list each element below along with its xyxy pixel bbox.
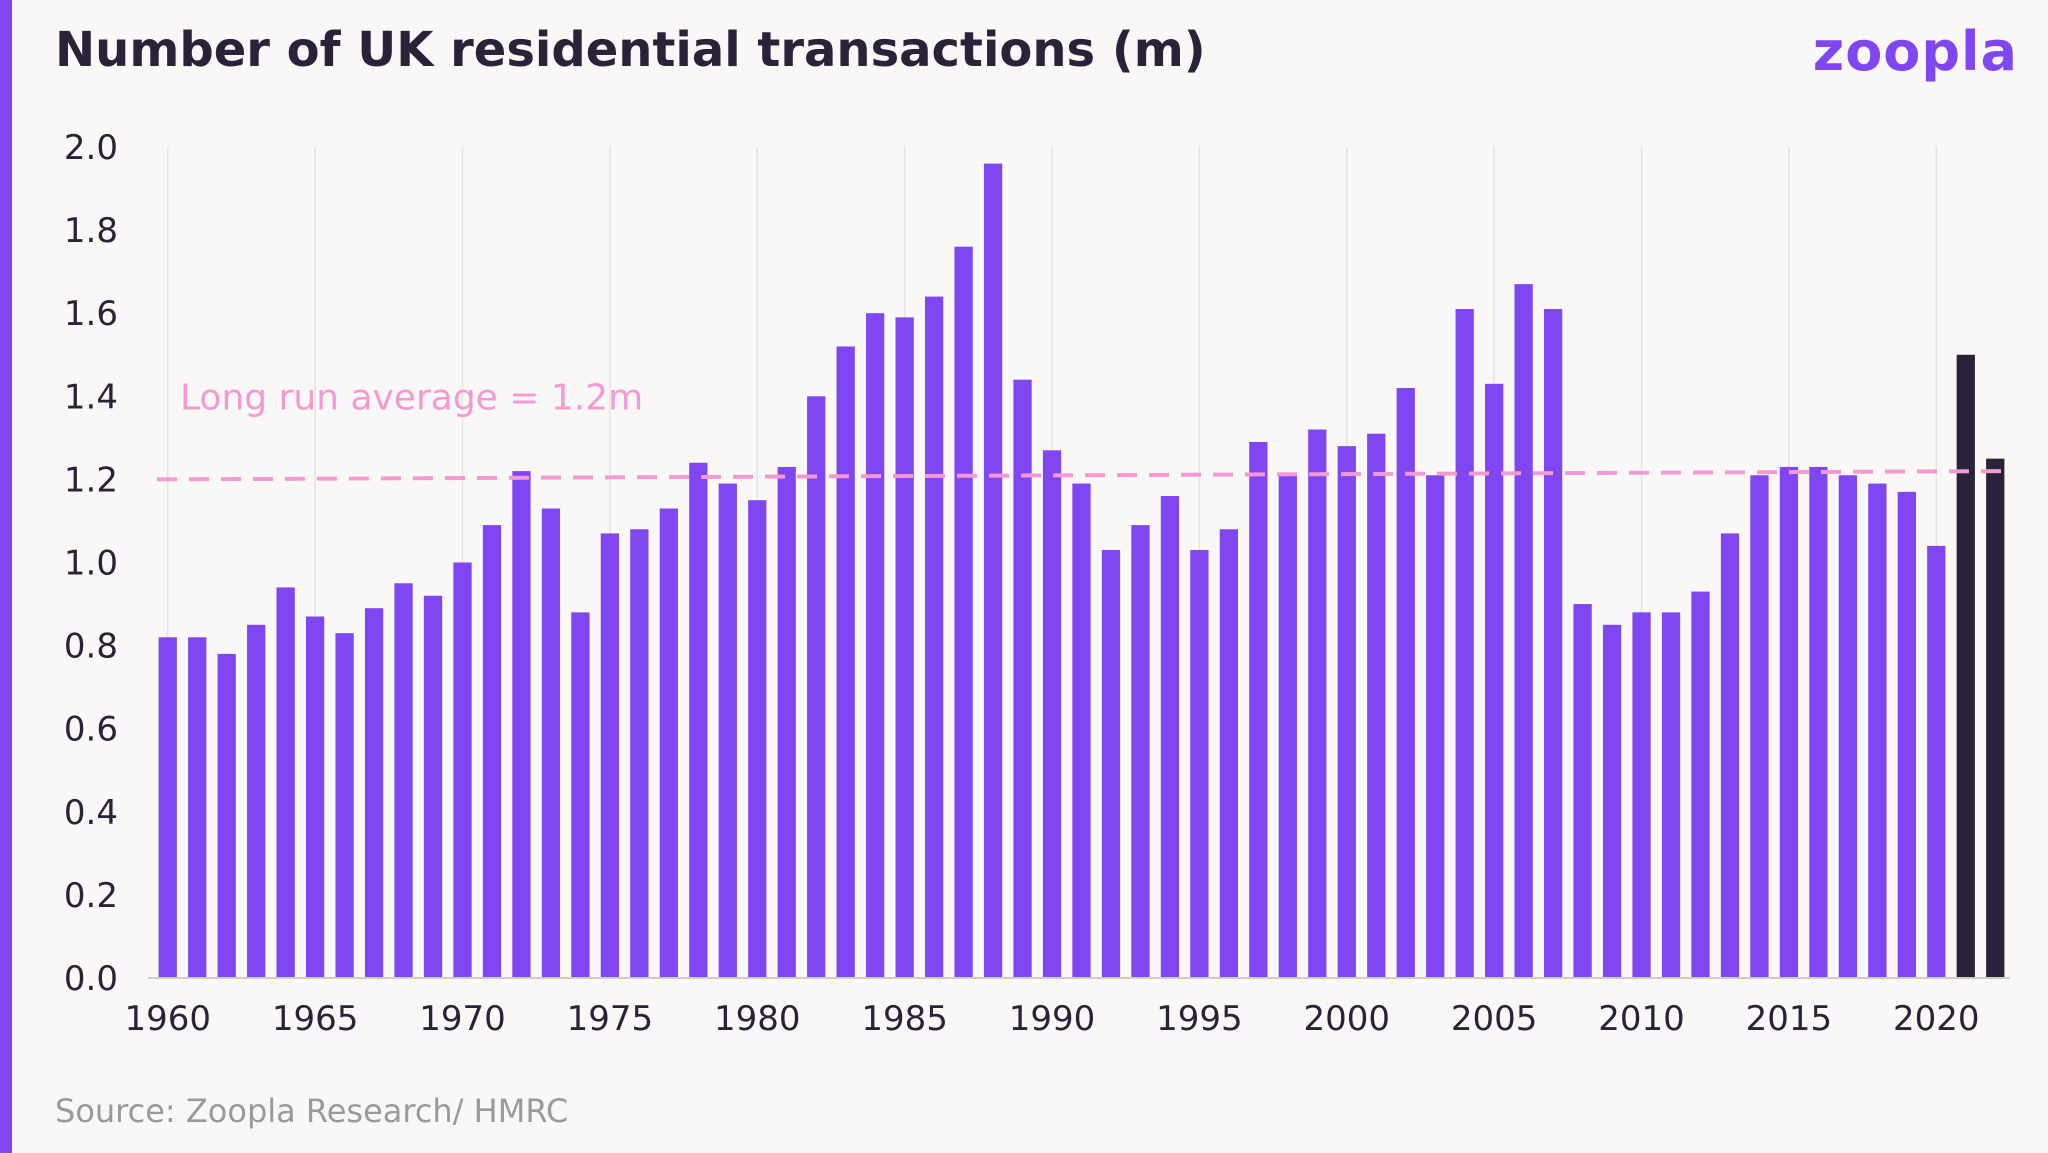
bar-1989 — [1013, 379, 1032, 978]
bar-1971 — [482, 525, 502, 978]
x-tick-label: 1970 — [419, 999, 506, 1039]
bar-1967 — [364, 608, 384, 978]
bar-2004 — [1455, 309, 1474, 978]
bar-2019 — [1897, 491, 1916, 978]
bar-1986 — [924, 296, 944, 979]
bar-2018 — [1868, 483, 1887, 978]
zoopla-logo: zoopla — [1812, 20, 2018, 83]
x-tick-label: 2015 — [1746, 999, 1833, 1039]
x-tick-label: 1965 — [272, 999, 359, 1039]
y-tick-label: 0.0 — [64, 959, 118, 999]
y-tick-label: 1.4 — [64, 377, 118, 417]
y-tick-label: 2.0 — [64, 128, 118, 168]
bar-1974 — [571, 612, 590, 978]
bar-1975 — [600, 533, 620, 978]
bar-1963 — [247, 624, 266, 978]
x-tick-label: 1985 — [861, 999, 948, 1039]
y-tick-label: 0.4 — [64, 793, 118, 833]
bar-2020 — [1927, 545, 1946, 978]
bar-1984 — [866, 313, 885, 978]
bar-2012 — [1691, 591, 1710, 978]
bar-1980 — [748, 500, 767, 978]
bar-2011 — [1661, 612, 1681, 978]
bar-1969 — [423, 595, 443, 978]
bar-1995 — [1190, 550, 1209, 978]
bar-2009 — [1602, 624, 1622, 978]
x-tick-label: 1960 — [124, 999, 211, 1039]
y-tick-label: 0.8 — [64, 627, 118, 667]
bar-2017 — [1838, 475, 1858, 978]
bar-1983 — [836, 346, 855, 978]
bar-1992 — [1101, 550, 1121, 978]
bar-1999 — [1308, 429, 1327, 978]
bar-1977 — [659, 508, 678, 978]
x-tick-label: 1975 — [567, 999, 654, 1039]
bar-2000 — [1337, 446, 1356, 978]
y-tick-label: 1.6 — [64, 294, 118, 334]
bar-1991 — [1072, 483, 1091, 978]
bar-2022 — [1986, 458, 2005, 978]
bar-2008 — [1573, 604, 1592, 978]
bar-1973 — [541, 508, 561, 978]
y-tick-label: 1.2 — [64, 460, 118, 500]
bar-2016 — [1809, 466, 1828, 978]
bar-1962 — [217, 653, 236, 978]
bar-2001 — [1367, 433, 1386, 978]
bar-2010 — [1632, 612, 1651, 978]
bar-1964 — [276, 587, 295, 978]
chart-title: Number of UK residential transactions (m… — [55, 22, 1206, 78]
bar-1997 — [1249, 442, 1268, 978]
bar-1985 — [895, 317, 914, 979]
x-tick-label: 2010 — [1598, 999, 1685, 1039]
bar-1987 — [954, 246, 973, 979]
accent-bar — [0, 0, 12, 1153]
bar-2005 — [1485, 383, 1504, 979]
x-axis-ticks: 1960 1965 1970 1975 1980 1985 1990 1995 2000 2005… — [124, 999, 1979, 1039]
bar-1976 — [630, 529, 649, 978]
bar-1968 — [394, 583, 413, 978]
bar-1996 — [1219, 529, 1239, 978]
x-tick-label: 2020 — [1893, 999, 1980, 1039]
bar-2003 — [1426, 475, 1445, 978]
y-tick-label: 0.2 — [64, 876, 118, 916]
bar-2007 — [1543, 309, 1563, 978]
bar-1960 — [158, 637, 177, 978]
bar-1982 — [807, 396, 826, 978]
x-tick-label: 1980 — [714, 999, 801, 1039]
bars — [158, 163, 2005, 979]
long-run-average-label: Long run average = 1.2m — [180, 377, 643, 418]
bar-2015 — [1779, 466, 1799, 978]
x-tick-label: 1990 — [1009, 999, 1096, 1039]
long-run-average-line — [156, 469, 2011, 482]
x-tick-label: 2000 — [1304, 999, 1391, 1039]
bar-1970 — [453, 562, 472, 978]
x-tick-label: 2005 — [1451, 999, 1538, 1039]
y-tick-label: 1.8 — [64, 211, 118, 251]
bar-1990 — [1042, 450, 1062, 978]
bar-1966 — [335, 633, 354, 978]
y-tick-label: 0.6 — [64, 710, 118, 750]
bar-1972 — [512, 471, 531, 978]
x-tick-label: 1995 — [1156, 999, 1243, 1039]
y-axis-ticks: 0.0 0.2 0.4 0.6 0.8 1.0 1.2 1.4 1.6 1.8 2.0 — [64, 128, 118, 999]
bar-2002 — [1396, 387, 1415, 978]
bar-1978 — [689, 462, 708, 978]
bar-2013 — [1720, 533, 1740, 978]
bar-1998 — [1278, 475, 1297, 978]
bar-2014 — [1750, 475, 1769, 978]
bar-2006 — [1514, 284, 1533, 978]
bar-1988 — [983, 163, 1003, 978]
bar-2021 — [1956, 354, 1975, 978]
y-tick-label: 1.0 — [64, 544, 118, 584]
bar-1961 — [188, 637, 207, 978]
bar-1981 — [777, 466, 796, 978]
source-note: Source: Zoopla Research/ HMRC — [55, 1092, 569, 1130]
bar-1994 — [1160, 496, 1180, 978]
bar-1979 — [718, 483, 737, 978]
bar-1993 — [1131, 525, 1150, 978]
bar-1965 — [305, 616, 325, 978]
